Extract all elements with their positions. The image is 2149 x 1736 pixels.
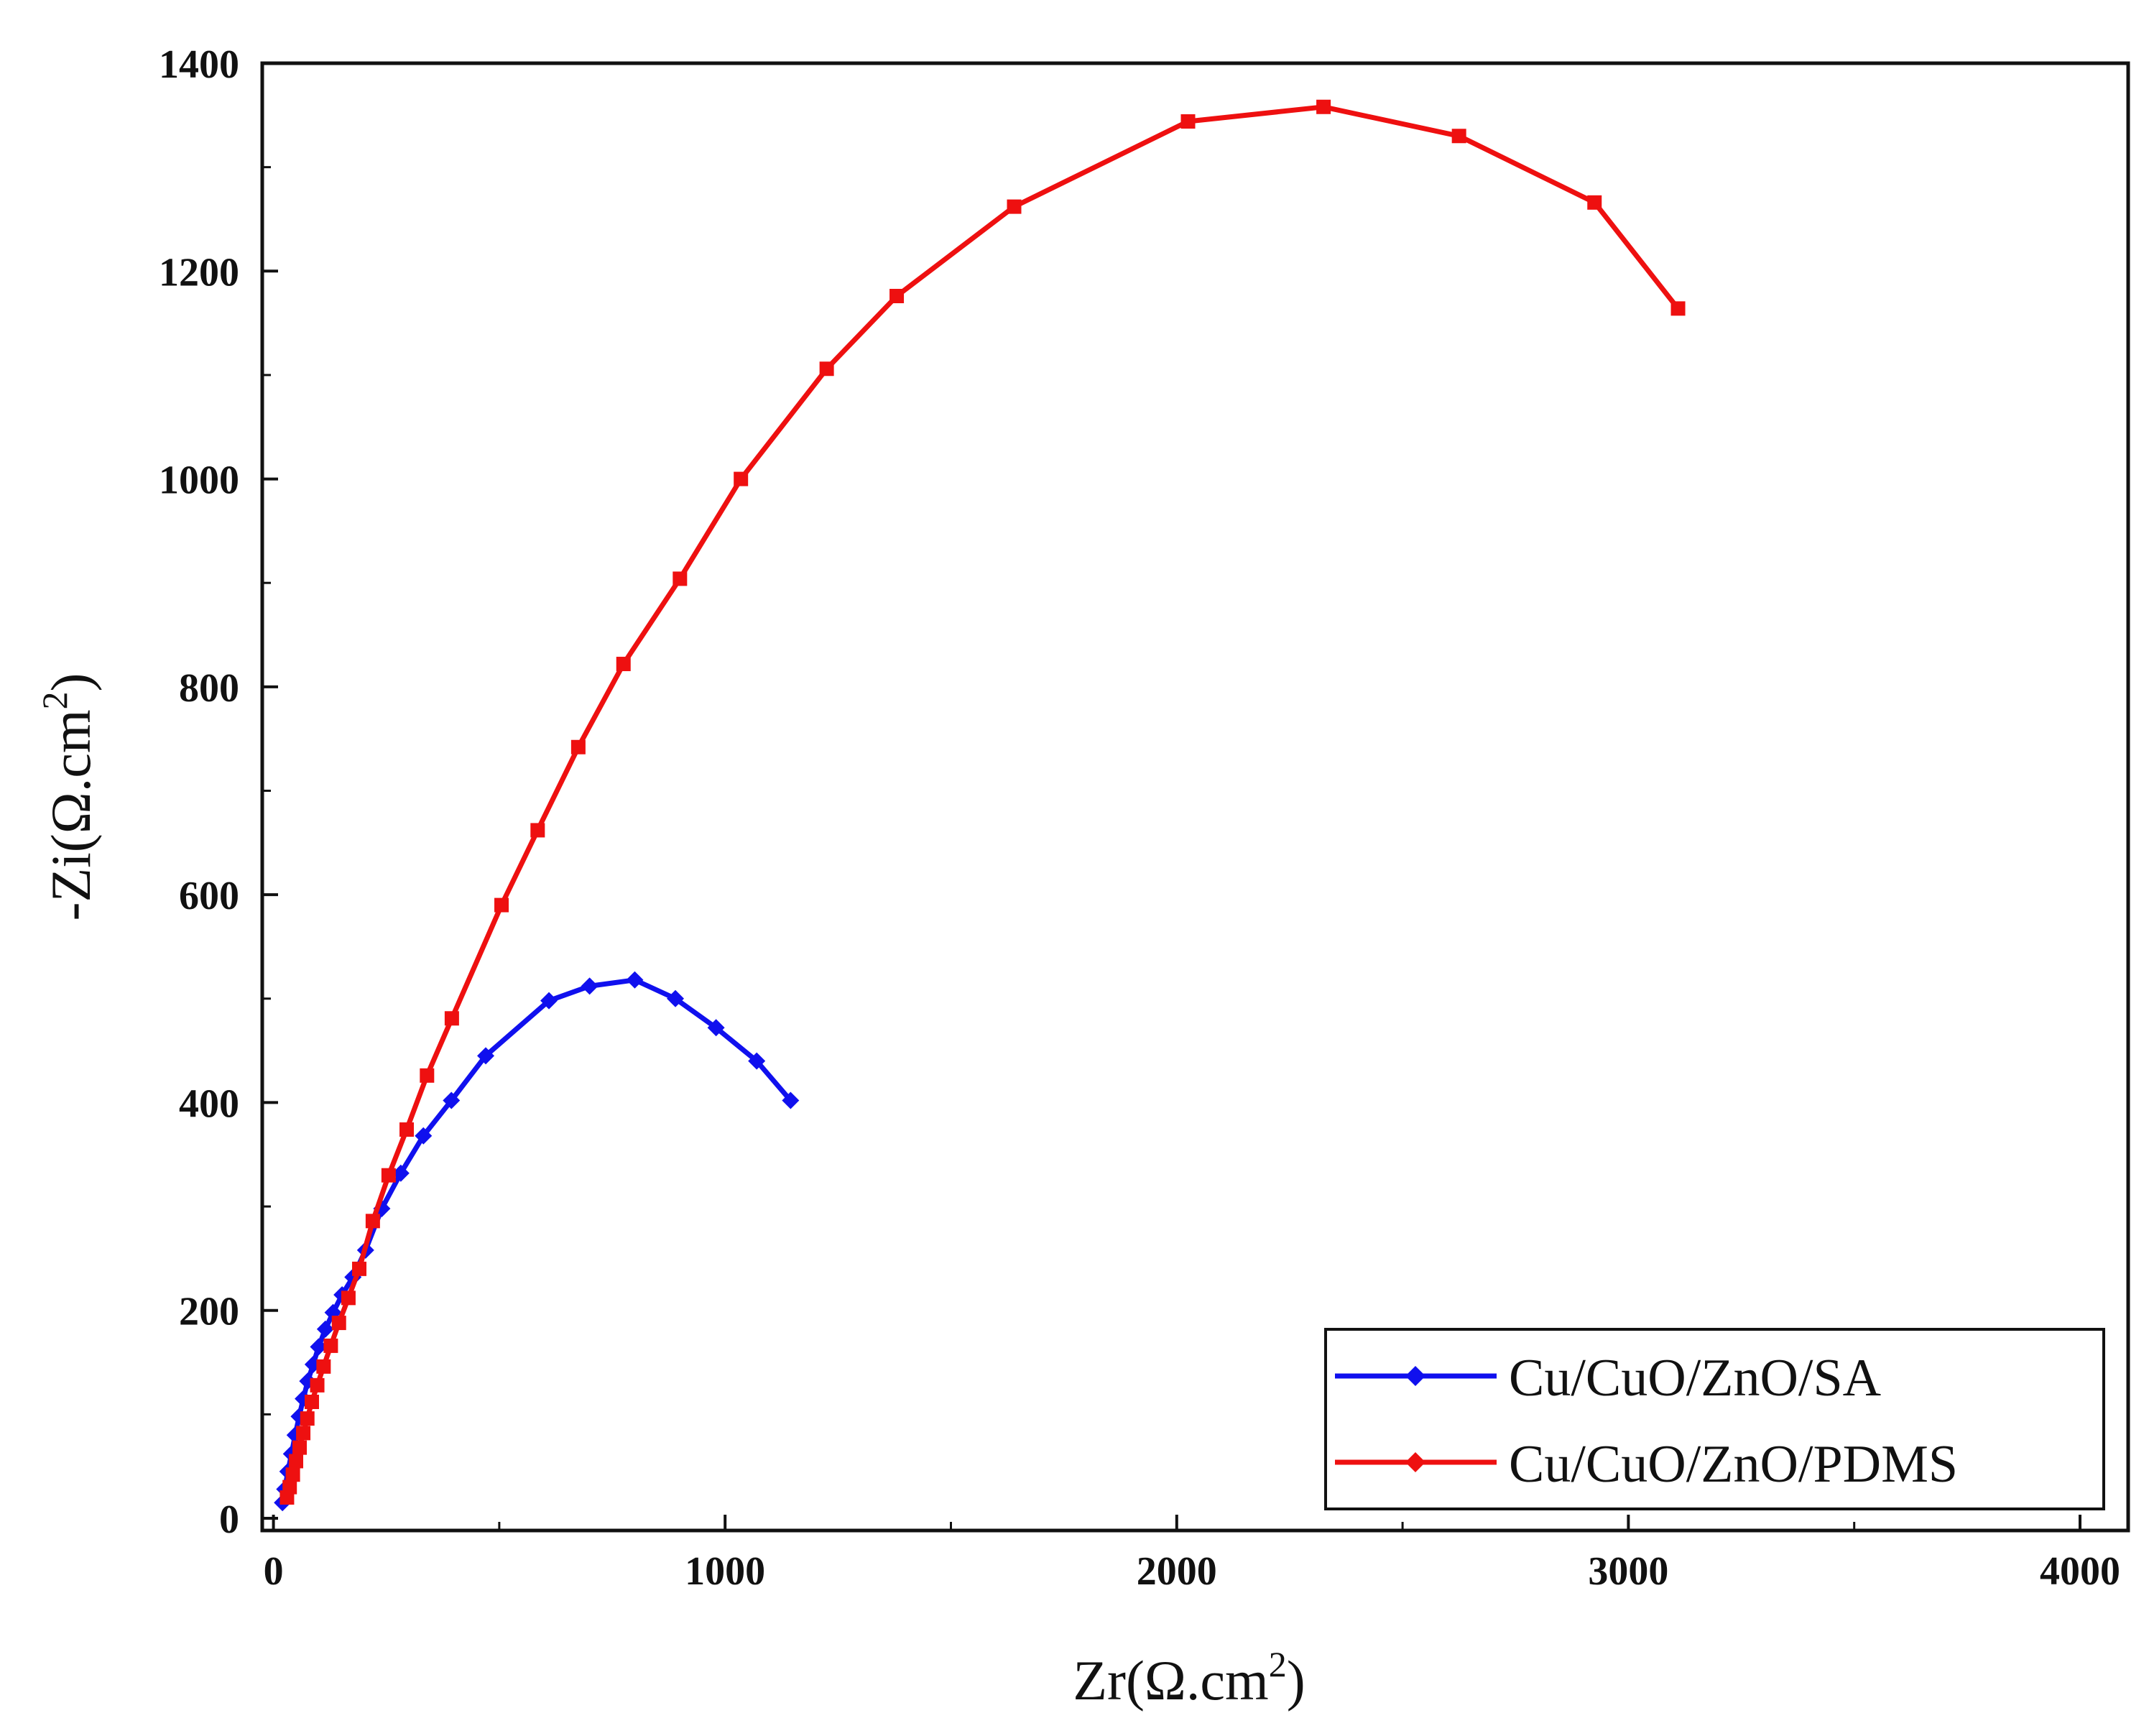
data-point [734,471,749,486]
y-tick-label: 1000 [159,458,239,503]
y-tick-label: 600 [179,874,239,918]
y-tick-label: 1400 [159,42,239,87]
y-axis-label: -Zi(Ω.cm2) [34,673,102,920]
data-point [1670,301,1686,316]
data-point [673,571,688,586]
legend-marker-sa [1405,1366,1425,1386]
x-tick-label: 1000 [685,1549,765,1594]
data-point [494,897,509,913]
data-point [365,1214,380,1229]
data-point [292,1440,308,1455]
data-point [616,657,631,672]
data-point [381,1168,396,1183]
data-point [305,1395,320,1409]
data-point [477,1047,495,1065]
x-axis-label: Zr(Ω.cm2) [1073,1644,1305,1712]
data-point [323,1338,338,1353]
data-point [310,1338,328,1356]
legend-marker-pdms [1405,1452,1425,1472]
x-tick-label: 4000 [2040,1549,2120,1594]
data-point [667,989,685,1007]
data-point [289,1454,304,1469]
data-point [310,1377,325,1393]
data-point [352,1261,367,1276]
data-point [570,739,586,754]
legend-label-sa: Cu/CuO/ZnO/SA [1509,1349,1881,1408]
y-tick-label: 1200 [159,250,239,295]
data-point [1007,199,1022,214]
data-point [420,1068,435,1083]
series-line-2 [285,104,1681,1498]
x-tick-label: 2000 [1137,1549,1217,1594]
data-point [341,1291,356,1306]
series-line-1 [279,977,792,1503]
data-point [819,361,834,377]
data-point [444,1011,459,1026]
data-point [392,1164,410,1182]
data-point [530,823,545,838]
legend-label-pdms: Cu/CuO/ZnO/PDMS [1509,1435,1958,1494]
data-point [748,1052,766,1070]
data-point [296,1426,311,1441]
data-point [331,1316,346,1331]
data-point [415,1127,433,1145]
data-point [540,992,558,1010]
y-tick-label: 200 [179,1290,239,1334]
data-point [707,1019,725,1037]
legend-box [1324,1328,2105,1510]
data-point [300,1411,315,1426]
x-tick-label: 0 [264,1549,284,1594]
data-point [581,977,599,995]
data-point [399,1122,415,1137]
data-point [316,1359,331,1374]
data-point [1451,129,1466,144]
data-point [282,1479,297,1495]
data-point [1316,99,1331,114]
legend: Cu/CuO/ZnO/SA Cu/CuO/ZnO/PDMS [1324,1328,2105,1510]
data-point [285,1467,300,1482]
data-point [1180,114,1196,129]
data-point [1587,195,1602,210]
series-layer [274,99,1686,1512]
data-point [782,1091,800,1109]
plot-frame [260,61,2130,1533]
x-tick-label: 3000 [1588,1549,1668,1594]
data-point [626,971,644,989]
y-tick-label: 800 [179,666,239,711]
data-point [889,289,905,303]
data-point [316,1320,334,1338]
y-tick-label: 400 [179,1081,239,1126]
data-point [443,1091,461,1109]
y-tick-label: 0 [219,1497,239,1542]
axis-ticks: 0 1000 2000 3000 4000 0 200 400 600 800 1000 1200 14… [159,42,2120,1594]
